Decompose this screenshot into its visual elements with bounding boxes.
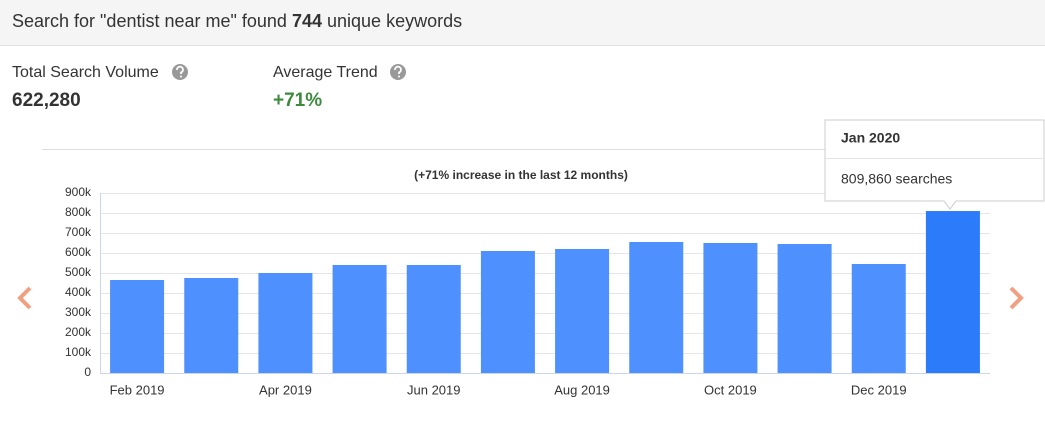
bar [258,273,313,373]
chart-subtitle: (+71% increase in the last 12 months) [414,168,628,182]
y-tick-label: 100k [65,345,92,359]
help-icon[interactable] [390,64,406,80]
next-arrow[interactable] [1009,286,1024,310]
bar [777,244,832,373]
tooltip-text: 809,860 searches [841,171,952,187]
bar [703,243,758,373]
tooltip: Jan 2020 809,860 searches [824,119,1045,210]
bar [184,278,239,373]
y-tick-label: 800k [65,205,92,219]
stat-label: Average Trend [273,64,378,81]
bar [110,280,165,373]
header-text: Search for "dentist near me" found 744 u… [12,11,462,31]
header-prefix: Search for "dentist near me" found [12,11,287,31]
bar [629,242,684,373]
y-tick-label: 600k [65,245,92,259]
bar [555,249,610,373]
y-tick-label: 900k [65,185,92,199]
stat-value: +71% [273,90,322,111]
header-count: 744 [292,11,322,31]
y-tick-label: 700k [65,225,92,239]
stat-label: Total Search Volume [12,64,159,81]
x-tick-label: Feb 2019 [110,382,165,397]
tooltip-box [824,119,1045,210]
bar [480,251,535,373]
y-tick-label: 0 [84,365,91,379]
help-icon[interactable] [172,64,188,80]
prev-arrow[interactable] [17,286,32,310]
bar [332,265,387,373]
y-tick-label: 500k [65,265,92,279]
y-tick-label: 200k [65,325,92,339]
bar [406,265,461,373]
x-tick-label: Apr 2019 [259,382,312,397]
tooltip-title: Jan 2020 [841,130,900,146]
bar [851,264,906,373]
x-tick-label: Aug 2019 [554,382,610,397]
plot: 0 100k 200k 300k 400k 500k 600k 700k 800k 900k Feb… [65,185,990,397]
x-tick-label: Jun 2019 [407,382,461,397]
y-tick-label: 300k [65,305,92,319]
x-tick-label: Dec 2019 [851,382,907,397]
y-tick-label: 400k [65,285,92,299]
bar [925,211,980,373]
x-tick-label: Oct 2019 [704,382,757,397]
header-suffix: unique keywords [327,11,462,31]
stat-value: 622,280 [12,90,81,111]
header-bar [0,0,1045,45]
